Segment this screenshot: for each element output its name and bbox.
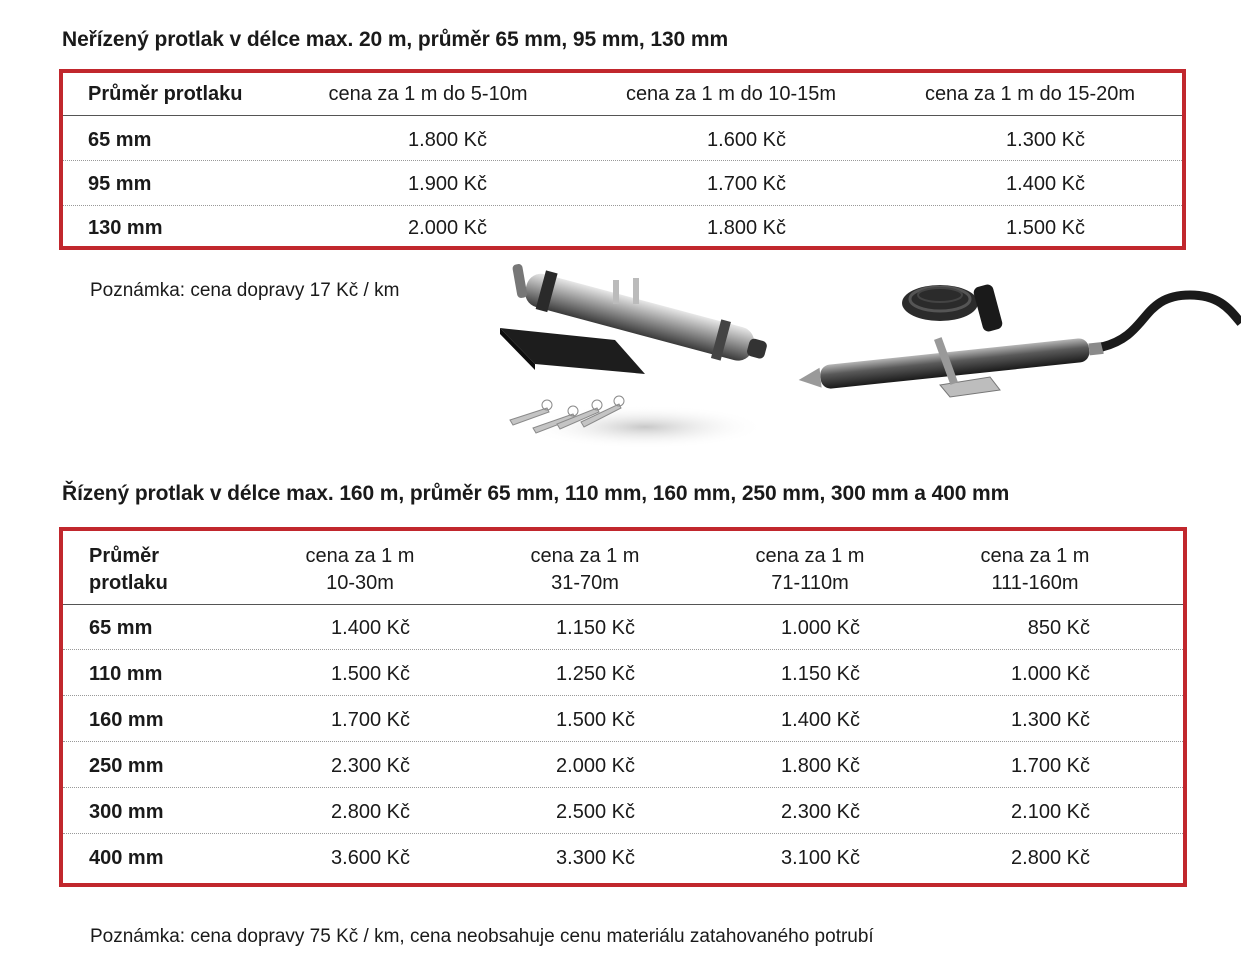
table2-price-cell: 2.800 Kč bbox=[331, 801, 410, 823]
section1-heading: Neřízený protlak v délce max. 20 m, prům… bbox=[62, 28, 729, 51]
table2-header-price-71-110: cena za 1 m 71-110m bbox=[756, 543, 865, 597]
protlak-hammer-image bbox=[500, 264, 767, 449]
section2-heading: Řízený protlak v délce max. 160 m, průmě… bbox=[62, 482, 1010, 505]
table2-header-line: cena za 1 m bbox=[530, 545, 640, 567]
table2-row-divider bbox=[63, 787, 1183, 788]
price-table-guided: Průměr protlaku cena za 1 m 10-30m cena … bbox=[59, 527, 1187, 887]
table2-header-line: 71-110m bbox=[771, 572, 849, 594]
table2-price-cell: 1.000 Kč bbox=[1011, 663, 1090, 685]
price-table-unguided: Průměr protlaku cena za 1 m do 5-10m cen… bbox=[59, 69, 1186, 250]
transport-note-1: Poznámka: cena dopravy 17 Kč / km bbox=[90, 280, 400, 301]
table1-price-cell: 1.800 Kč bbox=[707, 217, 786, 239]
table2-row-divider bbox=[63, 833, 1183, 834]
table2-header-divider bbox=[63, 604, 1183, 605]
table2-header-line: cena za 1 m bbox=[755, 545, 865, 567]
table1-price-cell: 1.400 Kč bbox=[1006, 173, 1085, 195]
table2-header-line: cena za 1 m bbox=[980, 545, 1090, 567]
table2-price-cell: 1.150 Kč bbox=[781, 663, 860, 685]
table2-row-label: 65 mm bbox=[89, 617, 153, 639]
table2-row-label: 250 mm bbox=[89, 755, 164, 777]
table2-row-label: 160 mm bbox=[89, 709, 164, 731]
table2-price-cell: 2.300 Kč bbox=[781, 801, 860, 823]
table1-header-price-10-15: cena za 1 m do 10-15m bbox=[625, 83, 837, 105]
table1-price-cell: 1.600 Kč bbox=[707, 129, 786, 151]
table2-header-line: 31-70m bbox=[551, 572, 619, 594]
table2-price-cell: 1.000 Kč bbox=[781, 617, 860, 639]
table2-price-cell: 3.600 Kč bbox=[331, 847, 410, 869]
table1-price-cell: 1.900 Kč bbox=[408, 173, 487, 195]
table2-price-cell: 2.500 Kč bbox=[556, 801, 635, 823]
table2-header-line: protlaku bbox=[89, 572, 168, 594]
table1-row-label: 95 mm bbox=[88, 173, 152, 195]
table1-price-cell: 1.300 Kč bbox=[1006, 129, 1085, 151]
table1-price-cell: 1.500 Kč bbox=[1006, 217, 1085, 239]
table2-row-label: 400 mm bbox=[89, 847, 164, 869]
table2-price-cell: 1.250 Kč bbox=[556, 663, 635, 685]
protlak-rod-hose-image bbox=[798, 284, 1241, 398]
table1-header-price-5-10: cena za 1 m do 5-10m bbox=[328, 83, 528, 105]
table2-price-cell: 1.300 Kč bbox=[1011, 709, 1090, 731]
table2-price-cell: 2.100 Kč bbox=[1011, 801, 1090, 823]
table2-price-cell: 1.700 Kč bbox=[1011, 755, 1090, 777]
table2-price-cell: 1.500 Kč bbox=[556, 709, 635, 731]
table1-price-cell: 1.800 Kč bbox=[408, 129, 487, 151]
table2-header-price-10-30: cena za 1 m 10-30m bbox=[306, 543, 415, 597]
table1-row-divider bbox=[63, 160, 1182, 161]
table1-row-label: 65 mm bbox=[88, 129, 152, 151]
table2-price-cell: 3.100 Kč bbox=[781, 847, 860, 869]
table2-header-line: cena za 1 m bbox=[305, 545, 415, 567]
table2-price-cell: 1.400 Kč bbox=[781, 709, 860, 731]
table2-header-line: 111-160m bbox=[991, 572, 1079, 594]
table2-row-divider bbox=[63, 649, 1183, 650]
table1-row-label: 130 mm bbox=[88, 217, 163, 239]
table2-price-cell: 2.000 Kč bbox=[556, 755, 635, 777]
table2-price-cell: 850 Kč bbox=[1027, 617, 1090, 639]
table1-row-divider bbox=[63, 205, 1182, 206]
table2-header-diameter: Průměr protlaku bbox=[89, 543, 168, 597]
table2-row-divider bbox=[63, 695, 1183, 696]
table2-header-price-31-70: cena za 1 m 31-70m bbox=[531, 543, 640, 597]
table2-header-line: Průměr bbox=[89, 545, 160, 567]
table2-price-cell: 2.300 Kč bbox=[331, 755, 410, 777]
transport-note-2: Poznámka: cena dopravy 75 Kč / km, cena … bbox=[90, 926, 874, 947]
table2-row-label: 300 mm bbox=[89, 801, 164, 823]
table1-price-cell: 2.000 Kč bbox=[408, 217, 487, 239]
table2-price-cell: 1.800 Kč bbox=[781, 755, 860, 777]
table2-price-cell: 1.400 Kč bbox=[331, 617, 410, 639]
table2-row-divider bbox=[63, 741, 1183, 742]
table1-price-cell: 1.700 Kč bbox=[707, 173, 786, 195]
table1-header-price-15-20: cena za 1 m do 15-20m bbox=[924, 83, 1136, 105]
table2-price-cell: 1.700 Kč bbox=[331, 709, 410, 731]
table2-price-cell: 1.500 Kč bbox=[331, 663, 410, 685]
table2-header-price-111-160: cena za 1 m 111-160m bbox=[981, 543, 1090, 597]
table2-row-label: 110 mm bbox=[89, 663, 163, 685]
table2-price-cell: 2.800 Kč bbox=[1011, 847, 1090, 869]
table2-header-line: 10-30m bbox=[326, 572, 394, 594]
table2-price-cell: 3.300 Kč bbox=[556, 847, 635, 869]
table1-header-diameter: Průměr protlaku bbox=[88, 83, 243, 105]
table2-price-cell: 1.150 Kč bbox=[556, 617, 635, 639]
table1-header-divider bbox=[63, 115, 1182, 116]
